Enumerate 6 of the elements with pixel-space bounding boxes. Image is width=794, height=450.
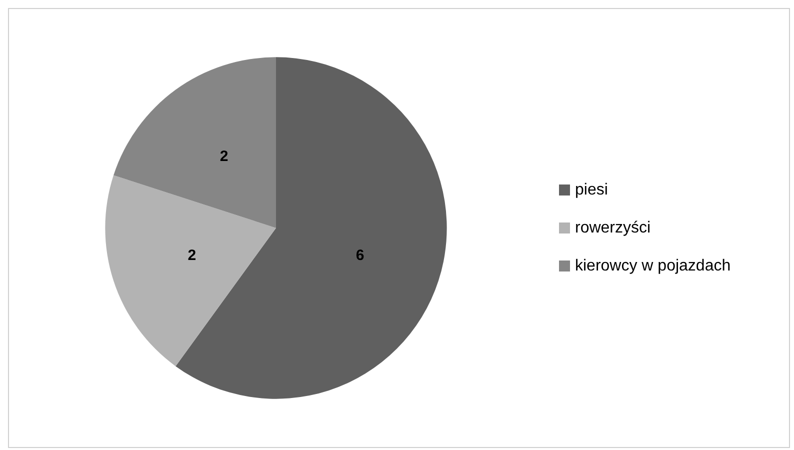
data-label: 2 <box>220 148 228 165</box>
data-label: 6 <box>356 246 364 264</box>
data-label: 2 <box>188 246 196 264</box>
legend-label: piesi <box>575 182 608 198</box>
legend-label: rowerzyści <box>575 220 651 236</box>
legend-label: kierowcy w pojazdach <box>575 258 731 274</box>
